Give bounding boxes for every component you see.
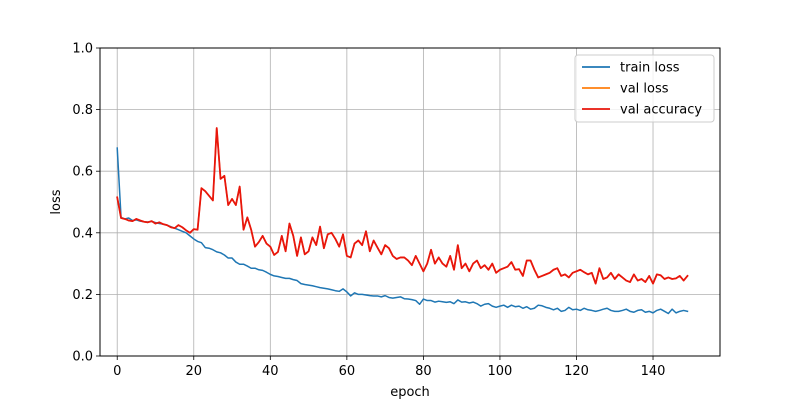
ticks [96,47,654,360]
legend-box [574,54,715,123]
legend-label: val loss [620,82,669,97]
y-tick-label: 0.6 [72,165,93,180]
legend: train loss val loss val accuracy [574,54,715,123]
x-tick-label: 0 [113,364,121,379]
x-tick-label: 140 [641,364,666,379]
series-line-train-loss [116,147,689,315]
series-layer [116,127,689,315]
x-tick-label: 100 [488,364,513,379]
series-line-val-accuracy [116,127,689,285]
legend-label: val accuracy [620,103,702,118]
x-tick-label: 60 [339,364,356,379]
x-axis-label: epoch [390,385,430,400]
legend-label: train loss [620,61,680,76]
x-tick-label: 20 [185,364,202,379]
series-line-val-loss [116,127,689,285]
plot-frame [99,47,721,357]
y-axis-label: loss [49,189,64,214]
x-tick-label: 80 [415,364,432,379]
y-tick-label: 0.8 [72,103,93,118]
y-tick-label: 0.0 [72,350,93,365]
y-tick-label: 0.4 [72,226,93,241]
x-tick-label: 120 [564,364,589,379]
tick-labels: 0 20 40 60 80 100 120 140 0.0 0.2 0.4 0.6 0.8 1.0 [72,42,665,380]
legend-items: train loss val loss val accuracy [582,61,702,118]
y-tick-label: 1.0 [72,42,93,57]
x-tick-label: 40 [262,364,279,379]
y-tick-label: 0.2 [72,288,93,303]
